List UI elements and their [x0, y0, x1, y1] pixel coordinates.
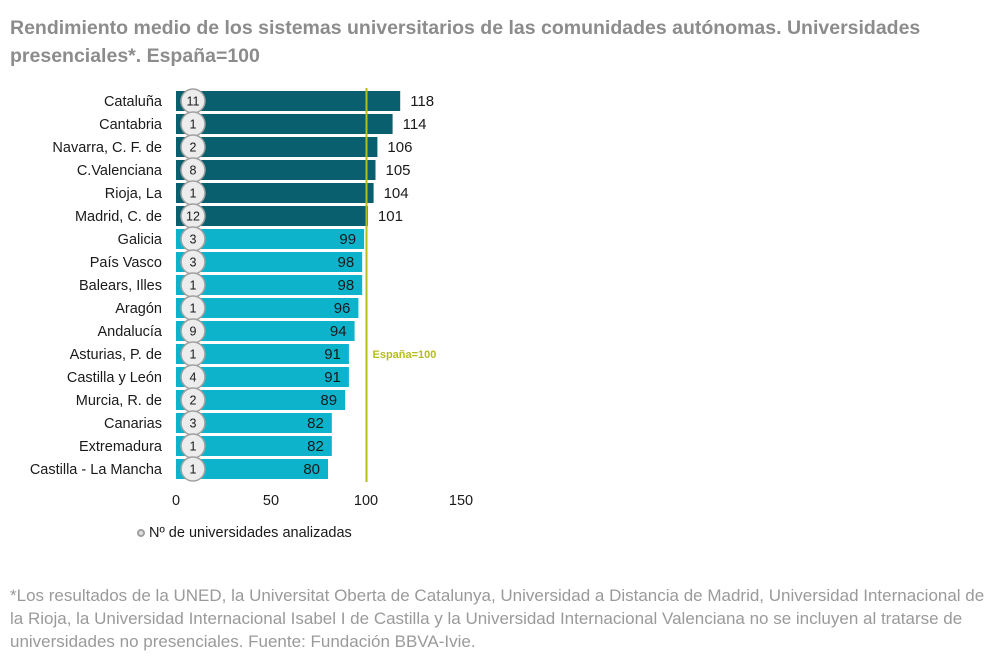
legend-label: Nº de universidades analizadas: [149, 525, 352, 541]
count-label: 11: [187, 95, 200, 109]
category-label: Rioja, La: [105, 186, 163, 202]
bar: [176, 321, 355, 341]
value-label: 91: [324, 346, 341, 363]
bar: [176, 298, 359, 318]
count-label: 2: [190, 394, 197, 408]
count-label: 2: [190, 141, 197, 155]
bar: [176, 436, 332, 456]
x-tick-label: 100: [354, 493, 378, 509]
chart-title: Rendimiento medio de los sistemas univer…: [10, 17, 921, 67]
bar: [176, 390, 346, 410]
count-label: 4: [190, 371, 197, 385]
x-tick-label: 50: [263, 493, 279, 509]
category-label: Canarias: [104, 416, 162, 432]
x-axis: 0 50 100 150: [172, 493, 473, 509]
footnote: *Los resultados de la UNED, la Universit…: [10, 586, 985, 651]
value-label: 98: [338, 277, 355, 294]
category-label: Castilla - La Mancha: [30, 462, 163, 478]
bar: [176, 252, 363, 272]
count-label: 3: [190, 256, 197, 270]
category-label: Balears, Illes: [79, 278, 162, 294]
category-label: Aragón: [115, 301, 162, 317]
count-label: 8: [190, 164, 197, 178]
count-label: 1: [190, 118, 197, 132]
count-label: 1: [190, 279, 197, 293]
bar: [176, 413, 332, 433]
value-label: 94: [330, 323, 347, 340]
category-label: Murcia, R. de: [76, 393, 162, 409]
count-label: 1: [190, 440, 197, 454]
value-label: 82: [307, 438, 324, 455]
value-label: 98: [338, 254, 355, 271]
legend: Nº de universidades analizadas: [137, 525, 352, 541]
value-label: 104: [384, 185, 409, 202]
bar: [176, 344, 349, 364]
reference-label: España=100: [373, 349, 437, 361]
x-tick-label: 0: [172, 493, 180, 509]
bar: [176, 114, 393, 134]
bar: [176, 137, 378, 157]
bar: [176, 229, 365, 249]
category-label: Galicia: [118, 232, 163, 248]
bar: [176, 459, 328, 479]
value-label: 114: [403, 116, 427, 133]
value-label: 82: [307, 415, 324, 432]
count-label: 1: [190, 463, 197, 477]
bar: [176, 91, 401, 111]
count-label: 3: [190, 233, 197, 247]
value-label: 91: [324, 369, 341, 386]
count-label: 1: [190, 348, 197, 362]
category-label: Castilla y León: [67, 370, 162, 386]
category-label: Madrid, C. de: [75, 209, 162, 225]
count-label: 9: [190, 325, 197, 339]
category-label: País Vasco: [90, 255, 162, 271]
bar: [176, 183, 374, 203]
count-circle: [180, 456, 206, 482]
value-label: 118: [410, 93, 434, 110]
category-label: C.Valenciana: [77, 163, 163, 179]
category-label: Extremadura: [79, 439, 163, 455]
category-label: Navarra, C. F. de: [52, 140, 162, 156]
reference-layer: España=100: [365, 88, 437, 482]
category-label: Asturias, P. de: [70, 347, 162, 363]
legend-circle-icon: [137, 529, 145, 537]
count-label: 3: [190, 417, 197, 431]
value-label: 106: [387, 139, 412, 156]
value-label: 80: [303, 461, 320, 478]
value-label: 89: [320, 392, 337, 409]
value-label: 96: [334, 300, 351, 317]
bar: [176, 275, 363, 295]
count-label: 1: [190, 302, 197, 316]
value-label: 105: [386, 162, 411, 179]
category-label: Cantabria: [99, 117, 163, 133]
value-label: 99: [339, 231, 356, 248]
x-tick-label: 150: [449, 493, 473, 509]
value-label: 101: [378, 208, 403, 225]
bar: [176, 160, 376, 180]
bar: [176, 206, 368, 226]
bar: [176, 367, 349, 387]
category-label: Cataluña: [104, 94, 163, 110]
count-label: 12: [186, 210, 200, 224]
category-label: Andalucía: [98, 324, 163, 340]
count-label: 1: [190, 187, 197, 201]
